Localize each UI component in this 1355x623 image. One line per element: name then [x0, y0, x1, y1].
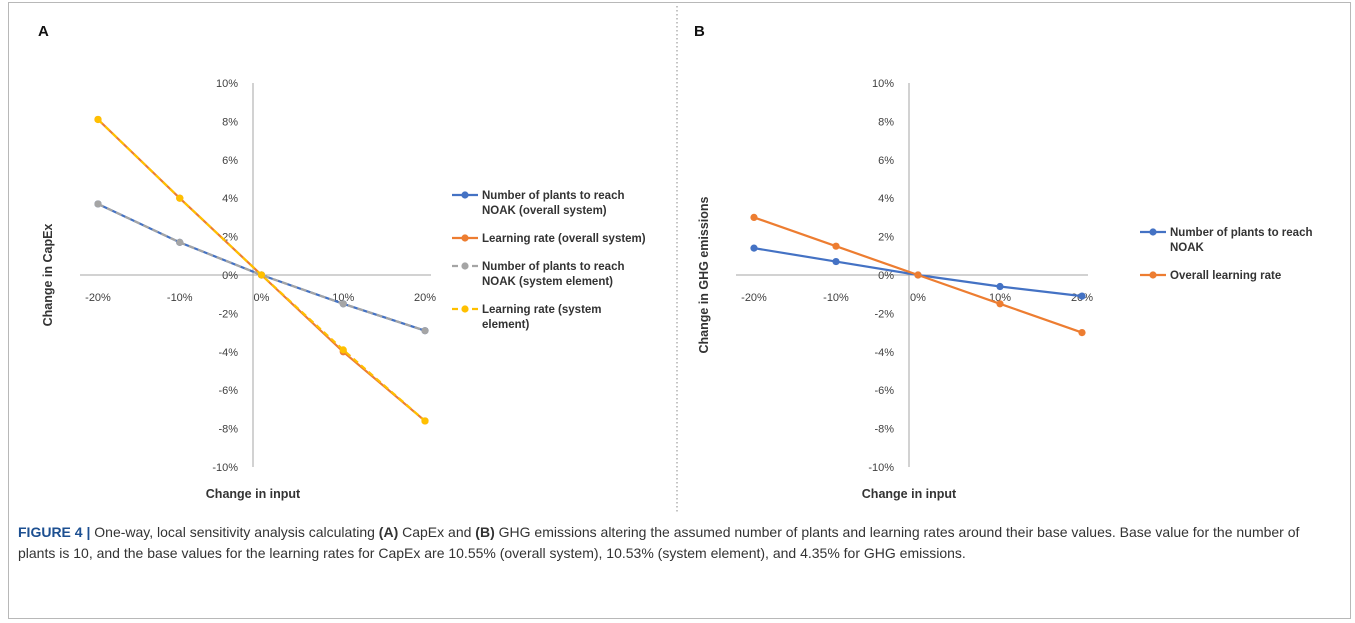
y-tick-label: 6%: [878, 155, 894, 167]
y-tick-label: 10%: [872, 78, 894, 90]
chart-panel-a: A 10% 8% 6% 4% 2% 0% -2% -4% -6% -8% -10% -20% -10% 0%…: [38, 23, 646, 501]
legend-entry-text: Learning rate (system: [482, 304, 602, 316]
caption-ref-a: (A): [378, 524, 399, 540]
y-tick-label: -8%: [218, 424, 238, 436]
y-axis-title: Change in GHG emissions: [697, 196, 711, 353]
x-tick-label: -20%: [85, 292, 111, 304]
legend-swatch-marker: [1149, 228, 1157, 236]
legend-entry-text: NOAK (system element): [482, 276, 613, 288]
legend-entry-text: Number of plants to reach: [482, 261, 625, 273]
chart-panel-b: B 10% 8% 6% 4% 2% 0% -2% -4% -6% -8% -10% -20% -10% 0%…: [694, 23, 1313, 501]
legend-entry-text: Number of plants to reach: [482, 190, 625, 202]
y-tick-label: 10%: [216, 78, 238, 90]
panel-label: B: [694, 23, 705, 40]
caption-ref-b: (B): [475, 524, 495, 540]
legend-entry-text: Number of plants to reach: [1170, 227, 1313, 239]
y-tick-label: 8%: [878, 116, 894, 128]
x-tick-label: -10%: [823, 292, 849, 304]
y-tick-label: 0%: [878, 270, 894, 282]
legend-entry-text: Overall learning rate: [1170, 270, 1281, 282]
legend-entry-text: element): [482, 319, 529, 331]
series-point: [832, 242, 840, 250]
x-axis-title: Change in input: [862, 487, 957, 501]
y-tick-label: -6%: [874, 385, 894, 397]
y-tick-label: 4%: [878, 193, 894, 205]
series-point: [996, 282, 1004, 291]
series-point: [176, 194, 184, 202]
series-line: [97, 118, 426, 422]
figure-canvas: A 10% 8% 6% 4% 2% 0% -2% -4% -6% -8% -10% -20% -10% 0%…: [38, 6, 1313, 512]
series-point: [421, 327, 429, 335]
series-point: [914, 271, 922, 279]
series-point: [996, 300, 1004, 308]
series-line: [97, 202, 426, 332]
legend-swatch-marker: [461, 262, 469, 270]
x-axis-title: Change in input: [206, 487, 301, 501]
legend-entry-text: NOAK (overall system): [482, 205, 607, 217]
figure-frame: [8, 2, 1351, 619]
y-tick-label: -4%: [874, 347, 894, 359]
series-point: [94, 115, 102, 124]
x-tick-label: -10%: [167, 292, 193, 304]
y-tick-label: 2%: [878, 232, 894, 244]
y-tick-label: 4%: [222, 193, 238, 205]
y-tick-label: -6%: [218, 385, 238, 397]
series-point: [339, 300, 347, 308]
x-tick-label: 0%: [910, 292, 926, 304]
x-tick-label: 0%: [254, 292, 270, 304]
caption-label: FIGURE 4 |: [18, 524, 91, 540]
x-tick-label: -20%: [741, 292, 767, 304]
series-point: [750, 213, 758, 221]
figure-caption: FIGURE 4 | One-way, local sensitivity an…: [18, 522, 1338, 564]
legend-swatch-marker: [461, 191, 469, 199]
y-tick-label: 8%: [222, 116, 238, 128]
legend-swatch-marker: [461, 305, 469, 313]
y-tick-label: 0%: [222, 270, 238, 282]
series-point: [750, 244, 758, 252]
legend-swatch-marker: [1149, 271, 1157, 279]
y-axis-title: Change in CapEx: [41, 224, 55, 327]
y-tick-label: -8%: [874, 424, 894, 436]
legend-entry-text: NOAK: [1170, 242, 1205, 254]
legend-swatch-marker: [461, 234, 469, 242]
series-point: [339, 346, 347, 354]
series-point: [832, 257, 840, 266]
series-point: [176, 238, 184, 246]
y-tick-label: -2%: [218, 308, 238, 320]
series-point: [1078, 329, 1086, 337]
caption-text-3: GHG emissions altering the assumed numbe…: [18, 524, 1300, 561]
series-point: [94, 200, 102, 208]
panel-label: A: [38, 23, 49, 40]
y-tick-label: -4%: [218, 347, 238, 359]
series-line: [97, 202, 426, 332]
series-point: [257, 271, 266, 279]
series-point: [421, 417, 429, 425]
series-line: [97, 118, 426, 422]
y-tick-label: 2%: [222, 232, 238, 244]
y-tick-label: -10%: [868, 462, 894, 474]
y-tick-label: -10%: [212, 462, 238, 474]
x-tick-label: 20%: [414, 292, 436, 304]
legend-entry-text: Learning rate (overall system): [482, 233, 646, 245]
series-point: [1078, 292, 1086, 300]
caption-text-2: CapEx and: [402, 524, 472, 540]
y-tick-label: -2%: [874, 308, 894, 320]
y-tick-label: 6%: [222, 155, 238, 167]
caption-text-1: One-way, local sensitivity analysis calc…: [94, 524, 375, 540]
